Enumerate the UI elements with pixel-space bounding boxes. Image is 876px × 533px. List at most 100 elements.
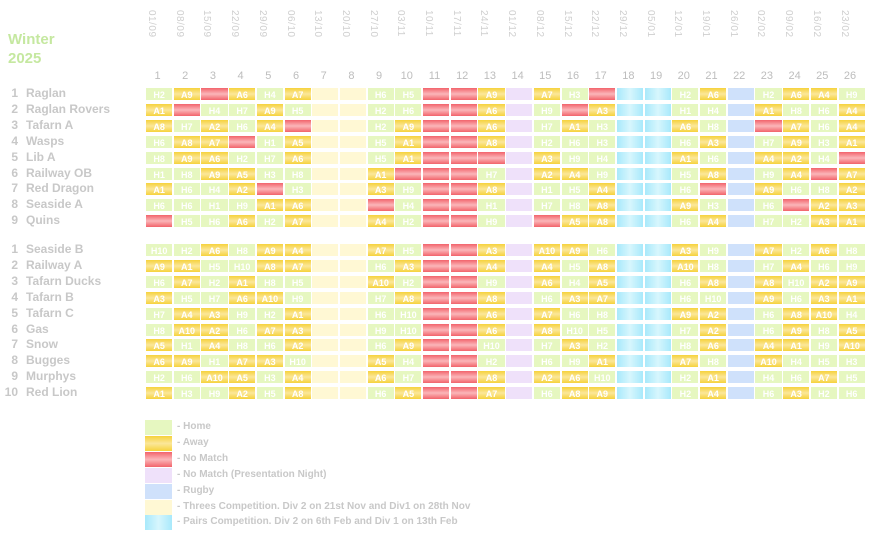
team-number: 6 xyxy=(11,165,18,180)
team-name: Red Dragon xyxy=(26,181,95,196)
fixture-cell xyxy=(311,243,340,257)
fixture-cell xyxy=(172,102,201,117)
fixture-cell xyxy=(200,87,229,101)
team-row-label: 1 Seaside B xyxy=(4,242,83,257)
week-number: 25 xyxy=(816,70,829,82)
fixture-cell: H6 xyxy=(837,386,866,401)
fixture-cell: A6 xyxy=(366,370,395,385)
fixture-cell xyxy=(228,134,257,149)
team-row-label: 4 Wasps xyxy=(4,134,64,149)
week-date: 01/09 xyxy=(146,10,157,38)
fixture-cell: A7 xyxy=(477,386,506,401)
fixture-cell: A10 xyxy=(200,370,229,385)
week-number: 18 xyxy=(622,70,635,82)
legend-swatch xyxy=(145,420,172,435)
fixture-cell xyxy=(643,386,672,401)
fixture-cell: H3 xyxy=(172,386,201,401)
fixture-cell: H2 xyxy=(228,150,257,165)
fixture-cell: A9 xyxy=(477,87,506,101)
fixture-cell: A6 xyxy=(228,290,257,305)
fixture-cell: H10 xyxy=(145,243,174,257)
fixture-cell: A1 xyxy=(671,150,700,165)
fixture-cell: A9 xyxy=(588,386,617,401)
week-number: 11 xyxy=(428,70,441,82)
fixture-cell xyxy=(505,243,534,257)
fixture-cell: H6 xyxy=(172,370,201,385)
fixture-cell: H2 xyxy=(782,243,811,257)
team-row-label: 1 Raglan xyxy=(4,86,66,101)
fixture-cell xyxy=(726,370,755,385)
team-number: 4 xyxy=(11,289,18,304)
week-date: 12/01 xyxy=(672,10,684,38)
fixture-cell xyxy=(726,274,755,289)
team-name: Tafarn Ducks xyxy=(26,273,102,288)
week-date-header: 23/02 xyxy=(838,8,863,64)
fixture-cell: H4 xyxy=(782,354,811,369)
fixture-cell xyxy=(615,290,645,305)
fixture-cell: A6 xyxy=(477,306,506,321)
fixture-cell: A2 xyxy=(200,118,229,133)
fixture-cell: H10 xyxy=(588,370,617,385)
fixture-cell: A6 xyxy=(699,338,728,353)
fixture-cell: H7 xyxy=(754,258,783,273)
fixture-cell: A3 xyxy=(255,354,284,369)
team-name: Red Lion xyxy=(26,385,78,400)
fixture-cell: A7 xyxy=(754,243,783,257)
fixture-cell: A7 xyxy=(283,258,312,273)
legend-swatch xyxy=(145,499,172,515)
fixture-cell: H1 xyxy=(145,166,174,181)
fixture-cell: H2 xyxy=(671,87,700,101)
week-date: 08/12 xyxy=(533,10,545,38)
fixture-cell: A1 xyxy=(754,102,783,117)
fixture-cell: A1 xyxy=(255,198,284,213)
fixture-cell xyxy=(643,322,672,337)
fixture-cell xyxy=(449,258,478,273)
fixture-cell: A9 xyxy=(560,243,589,257)
week-number: 9 xyxy=(376,70,383,82)
week-date: 15/09 xyxy=(201,10,213,38)
week-date-header: 22/09 xyxy=(228,8,253,64)
team-name: Murphys xyxy=(26,369,77,384)
team-name: Raglan xyxy=(26,86,67,100)
fixture-cell xyxy=(338,214,368,229)
fixture-cell: H8 xyxy=(228,243,257,257)
fixture-cell: A4 xyxy=(699,386,728,401)
fixture-cell: A9 xyxy=(782,134,811,149)
legend-item: - No Match xyxy=(145,451,745,468)
fixture-cell: H1 xyxy=(200,354,229,369)
fixture-cell: A1 xyxy=(145,102,174,117)
fixture-cell xyxy=(311,182,340,197)
fixture-cell: H7 xyxy=(754,134,783,149)
fixture-cell xyxy=(338,134,368,149)
week-date: 19/01 xyxy=(700,10,711,38)
legend-swatch xyxy=(145,483,172,499)
team-name: Quins xyxy=(26,213,61,228)
fixture-cell: H1 xyxy=(200,198,229,213)
fixture-cell: A6 xyxy=(699,87,728,101)
fixture-cell: H1 xyxy=(671,102,700,117)
fixture-cell: A8 xyxy=(588,198,617,213)
fixture-cell xyxy=(505,87,534,101)
team-number: 3 xyxy=(11,273,18,288)
fixture-cell: A1 xyxy=(560,118,589,133)
fixture-cell: A6 xyxy=(477,322,506,337)
fixture-cell: H4 xyxy=(200,182,229,197)
fixture-cell: A4 xyxy=(172,306,201,321)
week-date: 13/10 xyxy=(312,10,324,38)
fixture-cell xyxy=(699,182,728,197)
week-date: 10/11 xyxy=(423,10,434,37)
fixture-cell: A6 xyxy=(809,243,838,257)
fixture-cell: H2 xyxy=(394,214,423,229)
fixture-cell: H7 xyxy=(255,150,284,165)
fixture-cell: H5 xyxy=(366,150,395,165)
fixture-cell xyxy=(615,87,645,101)
fixture-cell: A7 xyxy=(782,118,811,133)
week-date-header: 22/12 xyxy=(588,8,613,64)
fixture-cell: A4 xyxy=(255,118,284,133)
fixture-cell xyxy=(505,258,534,273)
fixture-cell xyxy=(449,322,478,337)
fixture-cell: H6 xyxy=(366,87,395,101)
fixture-cell: A7 xyxy=(837,166,866,181)
fixture-cell: A8 xyxy=(532,322,561,337)
week-date: 06/10 xyxy=(284,10,296,38)
